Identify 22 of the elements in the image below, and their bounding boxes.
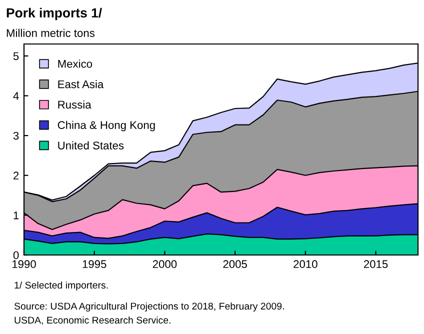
legend-label: Russia (58, 100, 92, 109)
source-note: Source: USDA Agricultural Projections to 2018, February 2009. (14, 302, 284, 312)
y-tick-label: 0 (13, 251, 19, 260)
y-tick-label: 5 (13, 52, 19, 60)
text: 1/ Selected importers. (14, 281, 108, 291)
y-tick-label: 4 (13, 92, 19, 100)
x-tick-label: 1995 (82, 260, 106, 268)
x-tick-label: 2000 (152, 260, 177, 268)
legend-label: East Asia (58, 80, 104, 88)
legend-label: Mexico (58, 60, 92, 68)
y-tick-label: 1 (14, 212, 19, 220)
x-tick-label: 2015 (364, 260, 388, 268)
text: USDA, Economic Research Service. (14, 316, 170, 325)
x-tick-label: 2005 (223, 260, 247, 268)
y-tick-label: 3 (13, 132, 19, 140)
x-tick-label: 1990 (12, 260, 36, 268)
legend-label: China & Hong Kong (58, 120, 155, 132)
chart-title: Pork imports 1/ (6, 8, 102, 20)
x-tick-label: 2010 (294, 260, 318, 268)
chart-subtitle: Million metric tons (6, 28, 95, 37)
y-tick-label: 2 (14, 172, 19, 180)
legend-label: United States (58, 141, 124, 150)
